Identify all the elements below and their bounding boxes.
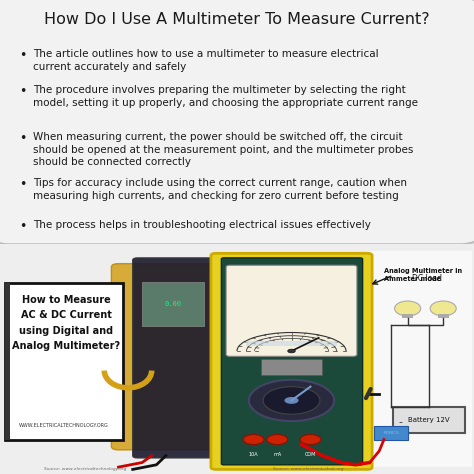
Text: How Do I Use A Multimeter To Measure Current?: How Do I Use A Multimeter To Measure Cur… bbox=[44, 12, 430, 27]
Text: RONICS: RONICS bbox=[383, 430, 399, 435]
FancyBboxPatch shape bbox=[0, 0, 474, 244]
Text: Battery 12V: Battery 12V bbox=[408, 417, 450, 423]
Text: The procedure involves preparing the multimeter by selecting the right
model, se: The procedure involves preparing the mul… bbox=[33, 85, 418, 108]
Text: •: • bbox=[19, 49, 27, 62]
Circle shape bbox=[249, 380, 334, 421]
Text: The process helps in troubleshooting electrical issues effectively: The process helps in troubleshooting ele… bbox=[33, 220, 371, 230]
Text: Analog Multimeter in
Ammeter mode: Analog Multimeter in Ammeter mode bbox=[384, 268, 462, 282]
Bar bbox=[5, 283, 10, 439]
Ellipse shape bbox=[394, 301, 421, 316]
Circle shape bbox=[300, 435, 321, 445]
Bar bbox=[246, 341, 337, 346]
Ellipse shape bbox=[430, 301, 456, 316]
FancyBboxPatch shape bbox=[5, 283, 123, 439]
Circle shape bbox=[288, 349, 295, 353]
FancyBboxPatch shape bbox=[221, 258, 363, 465]
Circle shape bbox=[284, 397, 299, 404]
Bar bbox=[438, 313, 449, 318]
Text: WWW.ELECTRICALTECHNOLOGY.ORG: WWW.ELECTRICALTECHNOLOGY.ORG bbox=[19, 423, 109, 428]
Text: -: - bbox=[399, 417, 402, 427]
FancyBboxPatch shape bbox=[111, 264, 220, 450]
Text: DC load: DC load bbox=[411, 274, 442, 283]
Bar bbox=[367, 251, 472, 467]
Text: •: • bbox=[19, 85, 27, 99]
FancyBboxPatch shape bbox=[393, 407, 465, 433]
Bar bbox=[261, 359, 322, 375]
Text: •: • bbox=[19, 132, 27, 145]
Text: Tips for accuracy include using the correct current range, caution when
measurin: Tips for accuracy include using the corr… bbox=[33, 178, 407, 201]
FancyBboxPatch shape bbox=[142, 282, 204, 326]
Text: When measuring current, the power should be switched off, the circuit
should be : When measuring current, the power should… bbox=[33, 132, 413, 167]
Text: mA: mA bbox=[273, 452, 282, 457]
Text: •: • bbox=[19, 178, 27, 191]
FancyBboxPatch shape bbox=[211, 253, 372, 469]
Bar bbox=[374, 426, 408, 439]
Text: The article outlines how to use a multimeter to measure electrical
current accur: The article outlines how to use a multim… bbox=[33, 49, 379, 72]
Circle shape bbox=[263, 387, 320, 414]
Text: 0.00: 0.00 bbox=[164, 301, 182, 307]
Text: •: • bbox=[19, 220, 27, 233]
Text: Source: www.electricaltechnology.org: Source: www.electricaltechnology.org bbox=[44, 466, 127, 471]
Bar bbox=[402, 313, 413, 318]
Text: 10A: 10A bbox=[249, 452, 258, 457]
FancyBboxPatch shape bbox=[226, 265, 357, 356]
Text: How to Measure
AC & DC Current
using Digital and
Analog Multimeter?: How to Measure AC & DC Current using Dig… bbox=[12, 295, 120, 352]
FancyBboxPatch shape bbox=[133, 258, 213, 458]
Circle shape bbox=[243, 435, 264, 445]
Circle shape bbox=[267, 435, 288, 445]
Text: Source: www.electronicshub.org: Source: www.electronicshub.org bbox=[273, 466, 343, 471]
Text: COM: COM bbox=[305, 452, 316, 457]
